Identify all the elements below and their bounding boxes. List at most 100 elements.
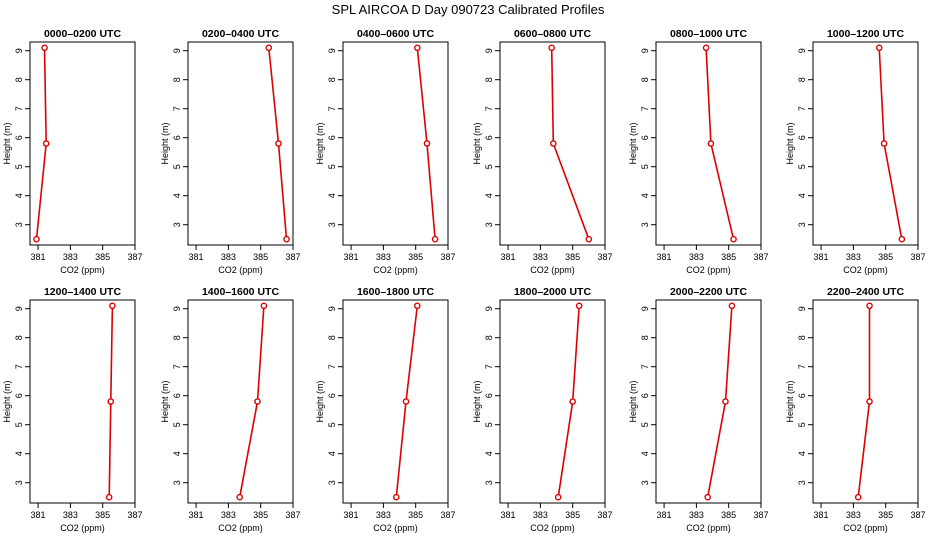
data-point xyxy=(393,493,400,501)
x-tick-label: 381 xyxy=(501,252,516,262)
panel-7: 1200–1400 UTC 381 383 385 387 CO2 (ppm) 3 4 5 6 7 8… xyxy=(2,286,143,533)
x-tick-label: 385 xyxy=(878,510,893,520)
x-tick-label: 385 xyxy=(253,252,268,262)
panel-title: 2000–2200 UTC xyxy=(670,286,747,298)
x-tick-label: 385 xyxy=(565,252,580,262)
y-tick-label: 3 xyxy=(172,222,182,227)
x-tick-label: 387 xyxy=(440,252,455,262)
y-tick-label: 7 xyxy=(327,106,337,111)
data-point xyxy=(236,493,243,501)
data-point xyxy=(431,235,439,243)
data-point xyxy=(265,44,273,52)
y-tick-label: 8 xyxy=(484,77,494,82)
y-tick-label: 5 xyxy=(172,422,182,427)
panel-8: 1400–1600 UTC 381 383 385 387 CO2 (ppm) 3 4 5 6 7 8… xyxy=(160,286,301,533)
y-tick-label: 7 xyxy=(14,106,24,111)
x-tick-label: 385 xyxy=(565,510,580,520)
x-tick-label: 383 xyxy=(376,252,391,262)
data-point xyxy=(41,44,48,52)
panel-title: 1800–2000 UTC xyxy=(514,286,591,298)
y-tick-label: 3 xyxy=(327,480,337,485)
plot-frame xyxy=(812,41,919,246)
y-tick-label: 7 xyxy=(640,364,650,369)
y-tick-label: 6 xyxy=(640,135,650,140)
data-point xyxy=(423,140,431,147)
data-point xyxy=(722,398,729,405)
x-tick-label: 381 xyxy=(31,510,46,520)
data-point xyxy=(728,302,736,310)
plot-frame xyxy=(812,299,919,504)
y-tick-label: 3 xyxy=(172,480,182,485)
plot-frame xyxy=(655,299,762,504)
x-axis-label: CO2 (ppm) xyxy=(530,265,575,275)
data-point xyxy=(730,235,737,243)
y-tick-label: 6 xyxy=(14,135,24,140)
x-tick-label: 387 xyxy=(597,510,612,520)
data-point xyxy=(866,398,873,405)
data-point xyxy=(585,235,593,243)
x-tick-label: 387 xyxy=(127,252,142,262)
y-tick-label: 6 xyxy=(172,135,182,140)
x-tick-label: 383 xyxy=(63,252,78,262)
y-tick-label: 7 xyxy=(14,364,24,369)
panel-10: 1800–2000 UTC 381 383 385 387 CO2 (ppm) 3 4 5 6 7 8… xyxy=(472,286,613,533)
y-tick-label: 5 xyxy=(640,164,650,169)
x-tick-label: 381 xyxy=(344,252,359,262)
x-tick-label: 385 xyxy=(721,510,736,520)
x-tick-label: 383 xyxy=(846,510,861,520)
y-tick-label: 7 xyxy=(640,106,650,111)
y-tick-label: 5 xyxy=(640,422,650,427)
y-tick-label: 6 xyxy=(797,393,807,398)
data-point xyxy=(854,493,862,501)
y-tick-label: 4 xyxy=(327,451,337,456)
panel-title: 1200–1400 UTC xyxy=(44,286,121,298)
y-tick-label: 3 xyxy=(484,222,494,227)
data-point xyxy=(107,398,115,405)
x-axis-label: CO2 (ppm) xyxy=(686,265,731,275)
y-axis-label: Height (m) xyxy=(628,122,638,164)
plot-frame xyxy=(655,41,762,246)
y-tick-label: 5 xyxy=(797,422,807,427)
plot-frame xyxy=(342,41,449,246)
y-tick-label: 7 xyxy=(172,364,182,369)
y-tick-label: 4 xyxy=(640,451,650,456)
data-point xyxy=(880,140,888,147)
y-tick-label: 8 xyxy=(172,335,182,340)
x-tick-label: 381 xyxy=(501,510,516,520)
panel-title: 0200–0400 UTC xyxy=(202,28,279,40)
y-tick-label: 5 xyxy=(172,164,182,169)
y-tick-label: 8 xyxy=(797,77,807,82)
y-tick-label: 3 xyxy=(797,222,807,227)
figure-title: SPL AIRCOA D Day 090723 Calibrated Profi… xyxy=(332,2,605,17)
y-tick-label: 7 xyxy=(797,106,807,111)
data-point xyxy=(42,140,50,147)
data-point xyxy=(569,398,576,405)
y-tick-label: 8 xyxy=(640,77,650,82)
y-tick-label: 7 xyxy=(484,106,494,111)
x-tick-label: 381 xyxy=(814,252,829,262)
y-tick-label: 9 xyxy=(797,48,807,53)
plot-frame xyxy=(499,299,606,504)
x-tick-label: 385 xyxy=(408,510,423,520)
panel-title: 0000–0200 UTC xyxy=(44,28,121,40)
y-tick-label: 5 xyxy=(484,164,494,169)
y-tick-label: 8 xyxy=(640,335,650,340)
y-tick-label: 6 xyxy=(484,393,494,398)
y-tick-label: 5 xyxy=(327,422,337,427)
data-point xyxy=(707,140,715,147)
x-tick-label: 381 xyxy=(344,510,359,520)
x-tick-label: 381 xyxy=(657,510,672,520)
y-tick-label: 3 xyxy=(14,222,24,227)
x-tick-label: 383 xyxy=(63,510,78,520)
data-point xyxy=(254,398,261,405)
x-tick-label: 383 xyxy=(533,510,548,520)
y-axis-label: Height (m) xyxy=(628,380,638,422)
y-tick-label: 9 xyxy=(640,306,650,311)
x-tick-label: 387 xyxy=(910,252,925,262)
y-tick-label: 4 xyxy=(172,193,182,198)
panel-title: 1600–1800 UTC xyxy=(357,286,434,298)
data-point xyxy=(875,44,883,52)
data-point xyxy=(554,493,562,501)
x-tick-label: 385 xyxy=(95,252,110,262)
x-tick-label: 383 xyxy=(221,510,236,520)
